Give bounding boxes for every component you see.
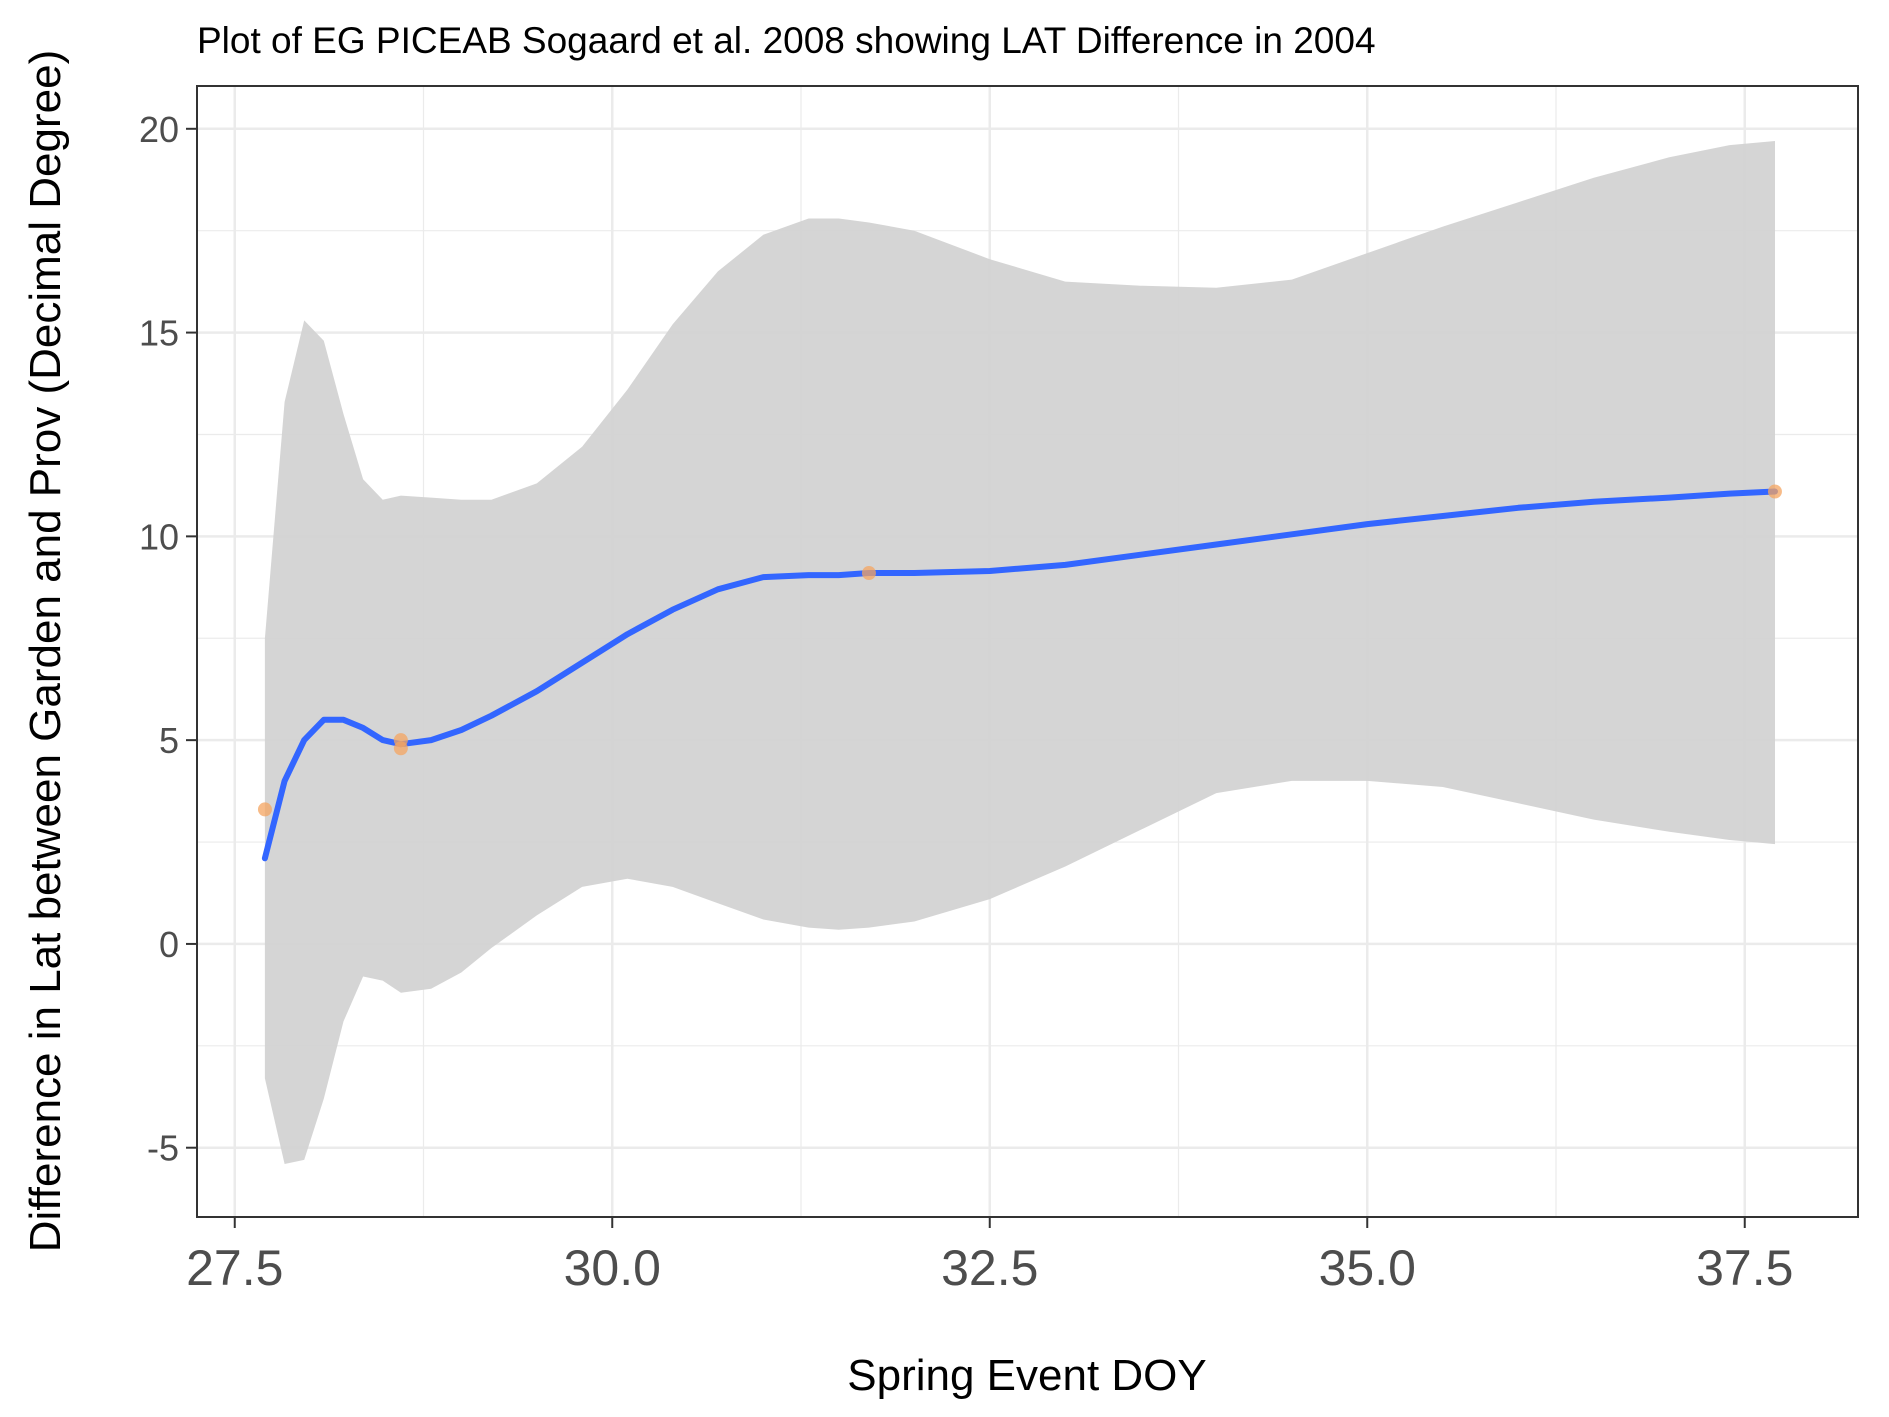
y-tick-label: -5 [147,1128,179,1169]
y-tick-label: 20 [139,109,179,150]
y-tick-label: 10 [139,516,179,557]
data-point [861,566,876,581]
y-axis-title: Difference in Lat between Garden and Pro… [21,50,70,1252]
plot-panel-border [196,85,1859,1218]
x-axis-title: Spring Event DOY [847,1351,1207,1400]
x-tick-label: 27.5 [186,1240,283,1296]
y-tick-label: 5 [159,720,179,761]
x-axis-ticks: 27.5 30.0 32.5 35.0 37.5 [186,1217,1793,1296]
chart-title: Plot of EG PICEAB Sogaard et al. 2008 sh… [197,20,1376,61]
y-axis-ticks: -5 0 5 10 15 20 [139,109,197,1169]
confidence-band [264,141,1775,1164]
x-tick-label: 32.5 [941,1240,1038,1296]
data-point [1767,484,1782,499]
x-tick-label: 37.5 [1696,1240,1793,1296]
y-tick-label: 0 [159,924,179,965]
data-points [257,484,1782,817]
y-tick-label: 15 [139,313,179,354]
smooth-line [261,488,1778,862]
x-tick-label: 35.0 [1319,1240,1416,1296]
data-point [393,741,408,756]
x-tick-label: 30.0 [564,1240,661,1296]
data-point [257,802,272,817]
